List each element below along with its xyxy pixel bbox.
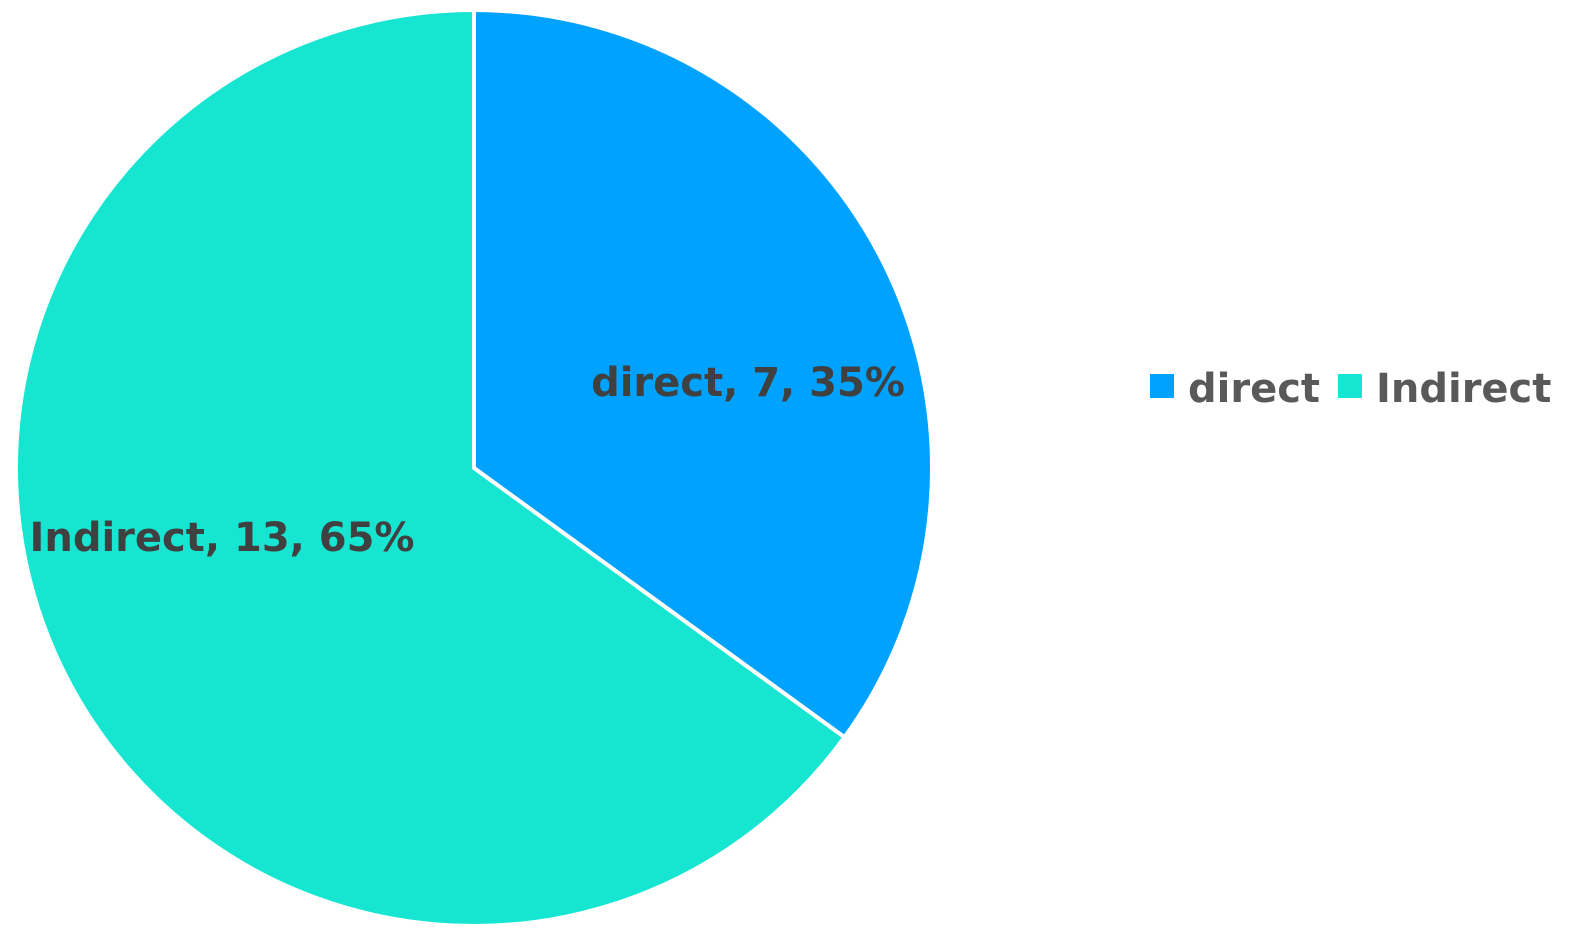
legend-swatch-direct bbox=[1150, 374, 1174, 398]
pie-slice-direct bbox=[472, 8, 934, 740]
data-label-direct: direct, 7, 35% bbox=[591, 360, 905, 406]
pie-slices bbox=[14, 8, 934, 928]
legend-swatch-indirect bbox=[1338, 374, 1362, 398]
data-label-indirect: Indirect, 13, 65% bbox=[29, 515, 414, 561]
pie-data-labels: direct, 7, 35% Indirect, 13, 65% bbox=[29, 360, 904, 561]
pie-slice-indirect bbox=[14, 8, 847, 928]
legend-label-direct: direct bbox=[1188, 366, 1320, 412]
legend-label-indirect: Indirect bbox=[1376, 366, 1551, 412]
chart-legend: direct Indirect bbox=[1150, 366, 1551, 412]
